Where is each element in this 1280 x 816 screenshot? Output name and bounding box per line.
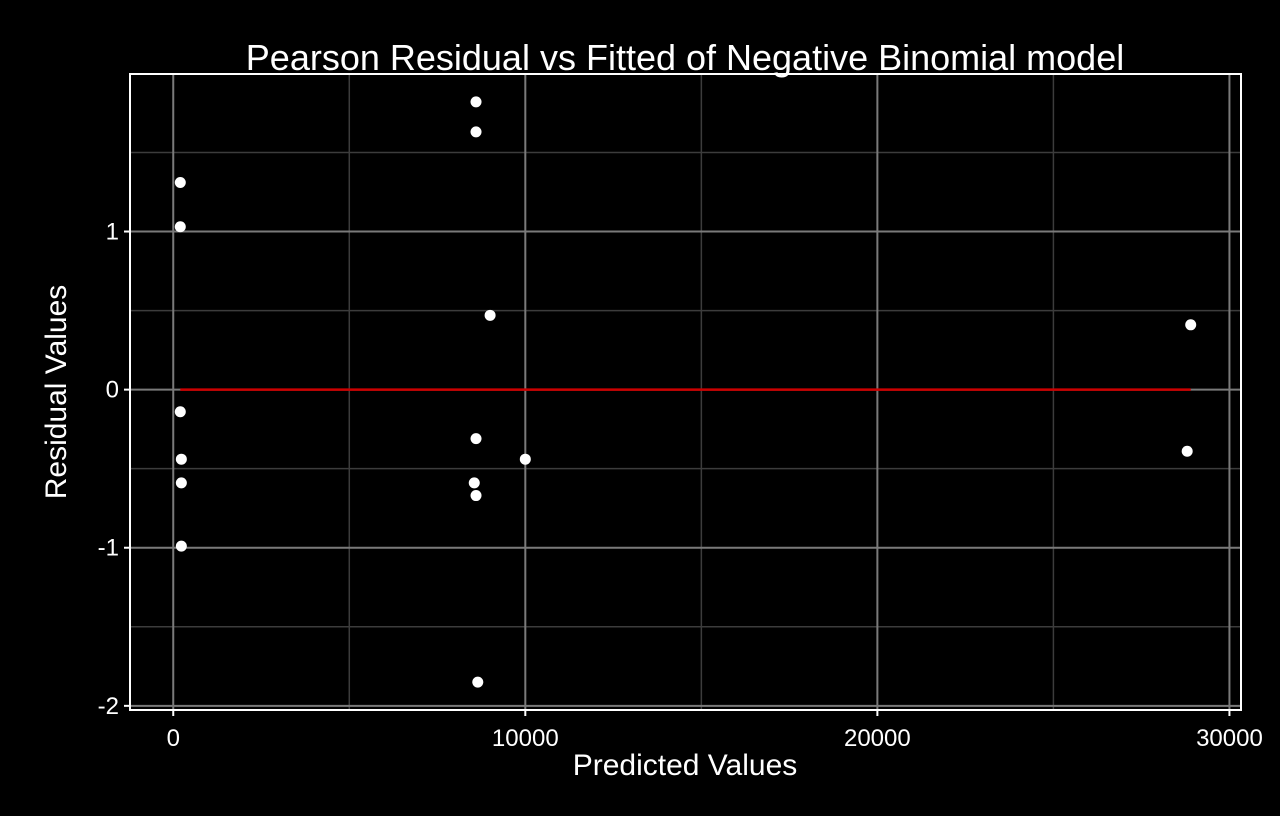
y-tick-label: 1 — [106, 219, 119, 246]
data-point — [468, 477, 480, 489]
data-points — [174, 96, 1197, 688]
data-point — [175, 540, 187, 552]
data-point — [174, 177, 186, 189]
x-axis-label: Predicted Values — [573, 749, 798, 782]
data-point — [484, 309, 496, 321]
x-tick-label: 30000 — [1196, 725, 1263, 752]
data-point — [175, 477, 187, 489]
data-point — [470, 433, 482, 445]
data-point — [470, 490, 482, 502]
data-point — [470, 126, 482, 138]
data-point — [472, 676, 484, 688]
x-tick-label: 0 — [167, 725, 180, 752]
y-axis-label: Residual Values — [40, 285, 73, 500]
data-point — [1181, 445, 1193, 457]
data-point — [1185, 319, 1197, 331]
y-tick-label: -2 — [98, 693, 119, 720]
y-axis-ticks: -2 -1 0 1 — [98, 219, 130, 720]
chart-title: Pearson Residual vs Fitted of Negative B… — [246, 37, 1124, 78]
data-point — [174, 406, 186, 418]
plot-panel-border — [129, 73, 1242, 711]
data-point — [470, 96, 482, 108]
x-axis-ticks: 0 10000 20000 30000 — [167, 710, 1263, 752]
x-tick-label: 10000 — [492, 725, 559, 752]
x-tick-label: 20000 — [844, 725, 911, 752]
minor-gridlines — [131, 75, 1240, 709]
data-point — [174, 221, 186, 233]
data-point — [519, 453, 531, 465]
data-point — [175, 453, 187, 465]
y-tick-label: 0 — [106, 377, 119, 404]
y-tick-label: -1 — [98, 535, 119, 562]
